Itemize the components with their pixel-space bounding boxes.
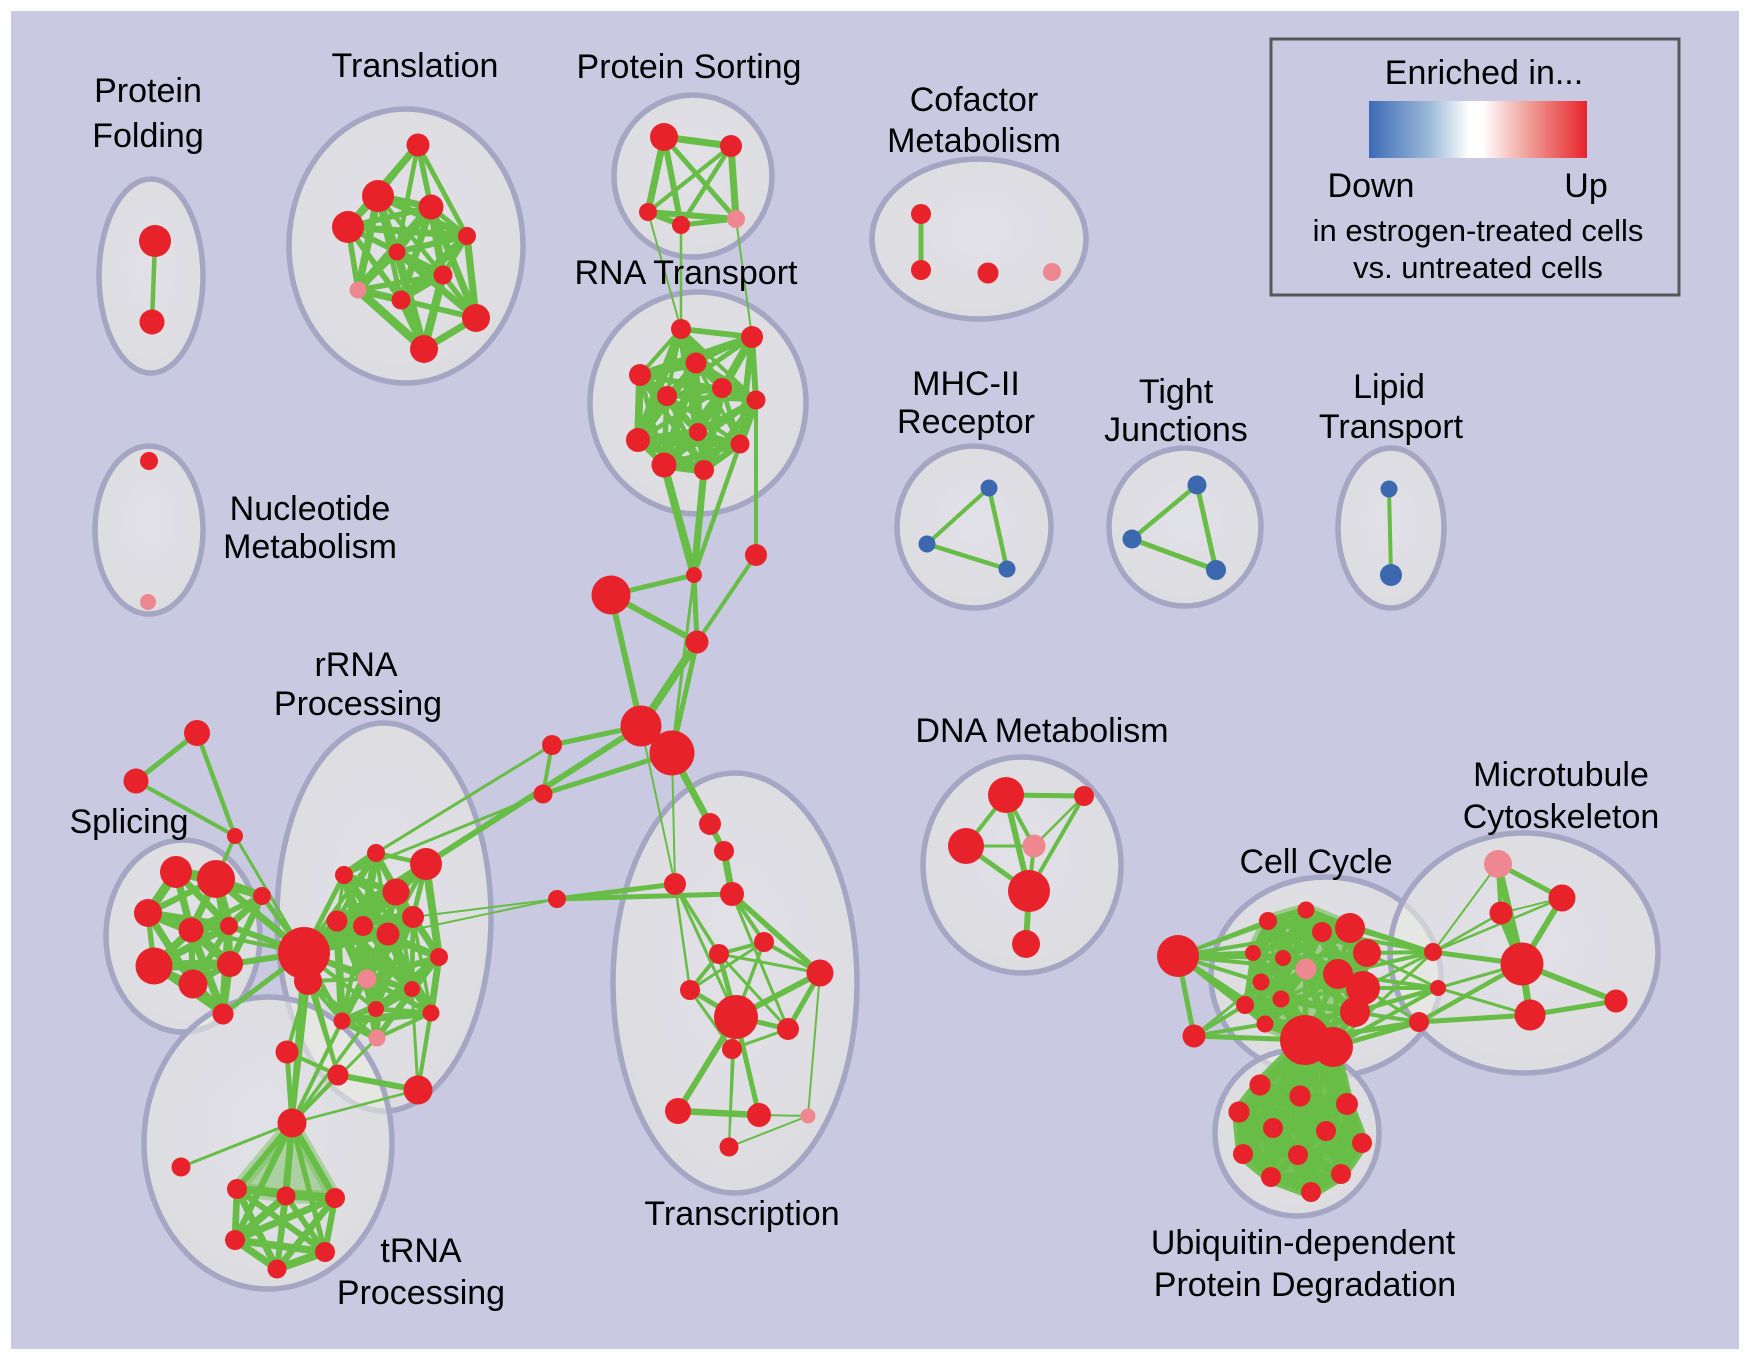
svg-text:Protein Sorting: Protein Sorting: [577, 48, 802, 86]
svg-text:Cell Cycle: Cell Cycle: [1239, 843, 1392, 881]
svg-text:vs. untreated cells: vs. untreated cells: [1353, 250, 1603, 285]
svg-text:Ubiquitin-dependent: Ubiquitin-dependent: [1151, 1224, 1456, 1262]
svg-text:Up: Up: [1564, 167, 1607, 205]
svg-text:Folding: Folding: [92, 117, 204, 155]
svg-text:Down: Down: [1328, 167, 1415, 205]
svg-text:Lipid: Lipid: [1353, 368, 1425, 406]
svg-text:Tight: Tight: [1139, 373, 1214, 411]
svg-text:Microtubule: Microtubule: [1473, 756, 1649, 794]
svg-text:Enriched in...: Enriched in...: [1385, 54, 1583, 92]
svg-text:tRNA: tRNA: [380, 1232, 462, 1270]
svg-text:Cytoskeleton: Cytoskeleton: [1463, 798, 1660, 836]
svg-text:Junctions: Junctions: [1104, 411, 1248, 449]
svg-text:DNA Metabolism: DNA Metabolism: [915, 712, 1168, 750]
svg-text:Transport: Transport: [1319, 408, 1464, 446]
svg-text:Protein: Protein: [94, 72, 202, 110]
svg-text:Metabolism: Metabolism: [223, 528, 397, 566]
svg-text:Nucleotide: Nucleotide: [230, 490, 391, 528]
svg-text:Processing: Processing: [337, 1274, 505, 1312]
svg-text:Protein Degradation: Protein Degradation: [1154, 1266, 1456, 1304]
svg-text:RNA Transport: RNA Transport: [575, 254, 799, 292]
svg-text:MHC-II: MHC-II: [912, 365, 1020, 403]
svg-text:Splicing: Splicing: [69, 803, 188, 841]
svg-text:rRNA: rRNA: [314, 646, 397, 684]
svg-text:Metabolism: Metabolism: [887, 122, 1061, 160]
svg-text:Processing: Processing: [274, 685, 442, 723]
svg-text:Receptor: Receptor: [897, 403, 1035, 441]
svg-text:in estrogen-treated cells: in estrogen-treated cells: [1313, 213, 1644, 248]
svg-text:Cofactor: Cofactor: [910, 81, 1039, 119]
svg-text:Translation: Translation: [332, 47, 499, 85]
svg-text:Transcription: Transcription: [644, 1195, 839, 1233]
